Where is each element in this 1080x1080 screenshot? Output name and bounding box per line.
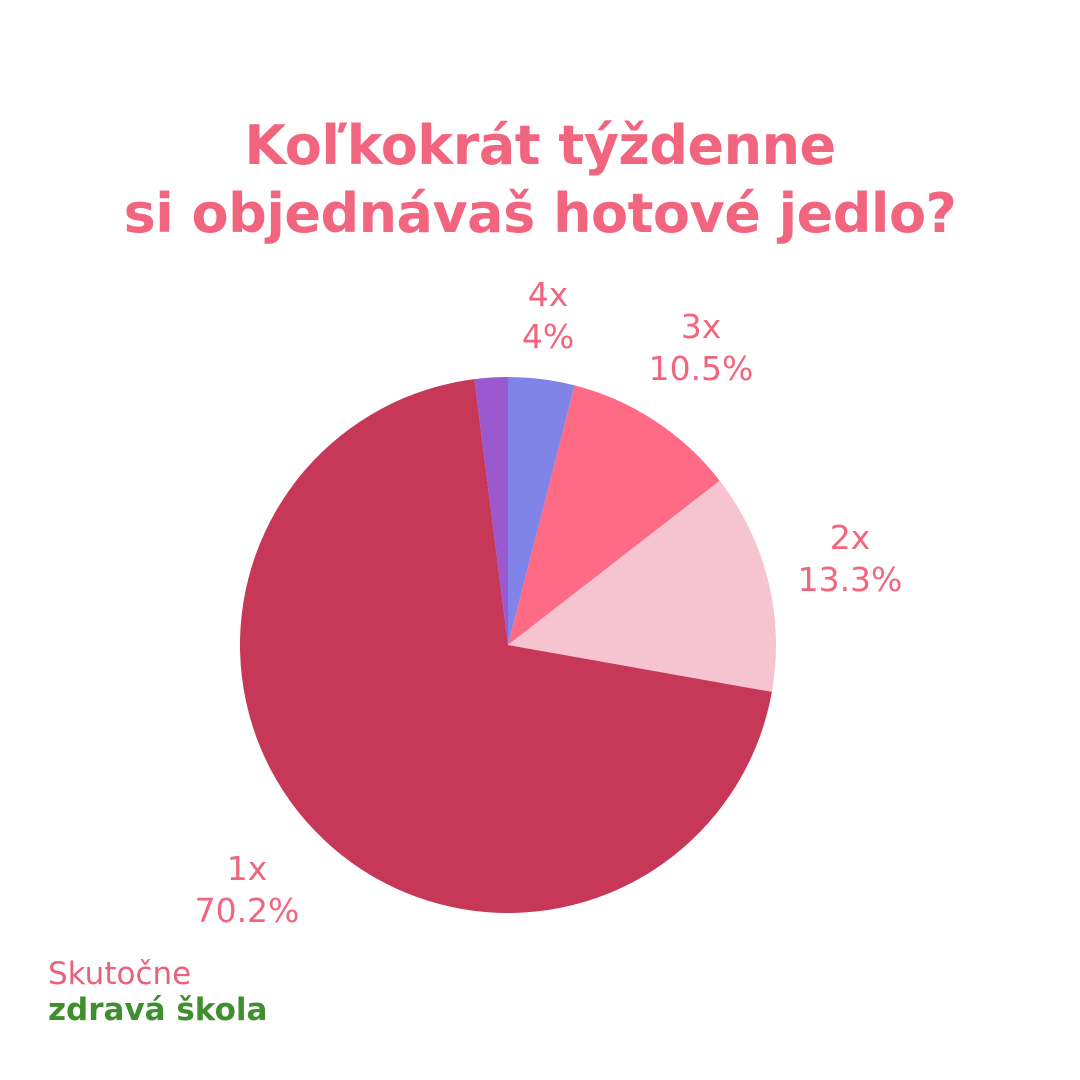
slice-label-2x: 2x 13.3% [798,517,903,601]
slice-label-3x-value: 10.5% [648,349,754,388]
slice-label-1x-value: 70.2% [194,891,300,930]
slice-label-4x-name: 4x [527,275,569,314]
slice-label-4x: 4x 4% [522,274,574,358]
pie-slice-4x [508,377,575,645]
slice-label-2x-value: 13.3% [797,560,903,599]
pie-slice-other-4 [474,377,508,645]
brand-line-2: zdravá škola [48,992,268,1028]
pie-slice-1x [239,379,772,913]
chart-title-line-2: si objednávaš hotové jedlo? [123,182,957,245]
chart-title: Koľkokrát týždenne si objednávaš hotové … [0,112,1080,248]
slice-label-3x-name: 3x [680,307,722,346]
brand-logo: Skutočne zdravá škola [48,956,267,1028]
slice-label-4x-value: 4% [521,317,575,356]
pie-slice-3x [508,385,720,645]
brand-line-1: Skutočne [48,956,192,992]
slice-label-1x: 1x 70.2% [195,848,300,932]
slice-label-1x-name: 1x [226,849,268,888]
chart-title-line-1: Koľkokrát týždenne [244,114,836,177]
slice-label-2x-name: 2x [829,518,871,557]
slice-label-3x: 3x 10.5% [649,306,754,390]
pie-slice-2x [508,480,776,692]
